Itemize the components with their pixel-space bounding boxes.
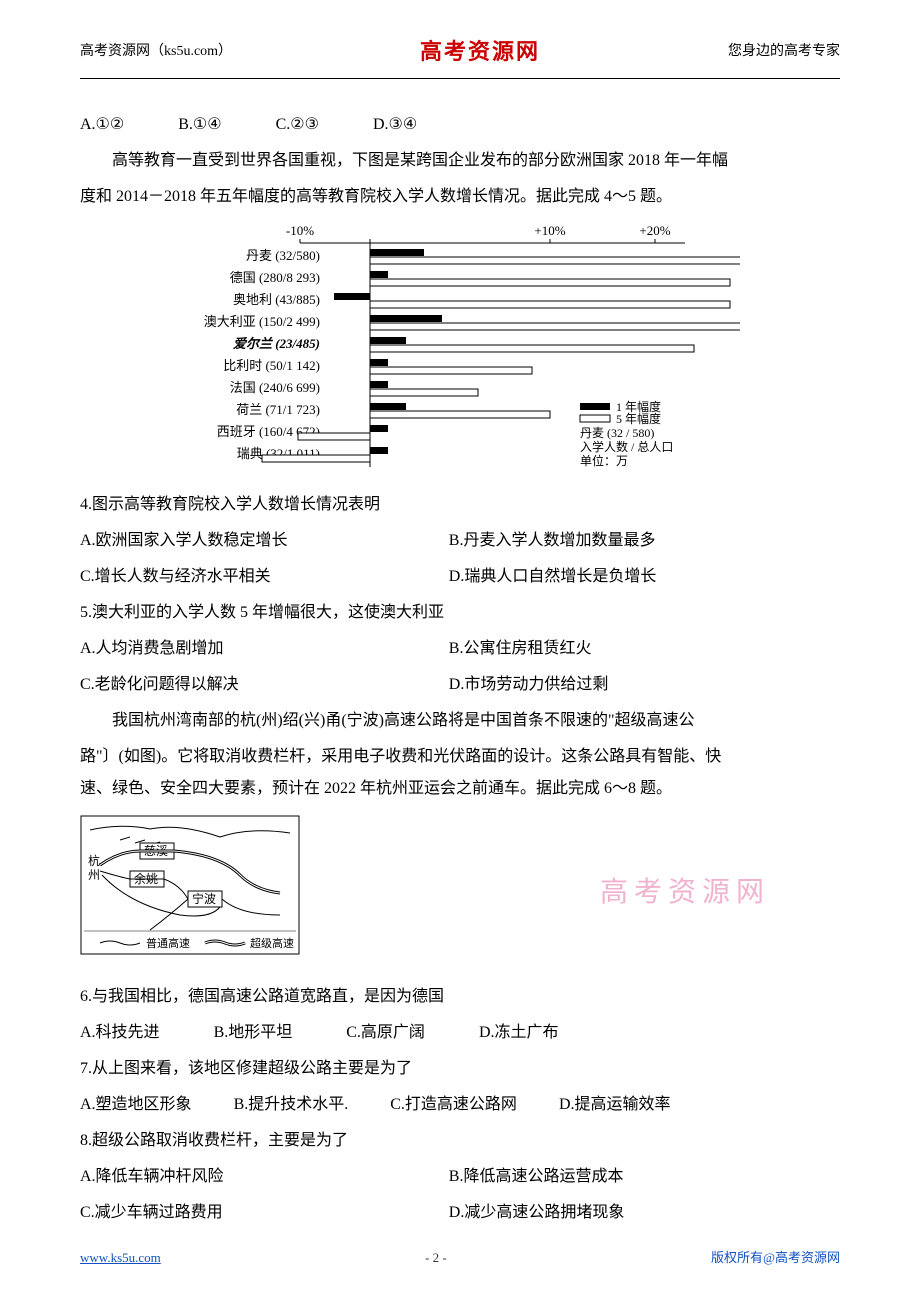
enrollment-chart: -10% +10% +20% 丹麦 (32/580) 德国 (280/8 293) 奥地利… [180,223,740,473]
q5-stem: 5.澳大利亚的入学人数 5 年增幅很大，这使澳大利亚 [80,597,840,629]
q8-opt-a: A.降低车辆冲杆风险 [80,1161,445,1193]
header-left: 高考资源网（ks5u.com） [80,38,232,66]
q8-stem: 8.超级公路取消收费栏杆，主要是为了 [80,1125,840,1157]
svg-text:州: 州 [88,868,100,882]
svg-text:超级高速: 超级高速 [250,936,294,950]
svg-text:5 年幅度: 5 年幅度 [616,411,661,426]
svg-text:-10%: -10% [286,223,314,238]
svg-text:澳大利亚 (150/2 499): 澳大利亚 (150/2 499) [204,314,320,329]
q8-opt-b: B.降低高速公路运营成本 [449,1161,814,1193]
q4-stem: 4.图示高等教育院校入学人数增长情况表明 [80,489,840,521]
q6-stem: 6.与我国相比，德国高速公路道宽路直，是因为德国 [80,981,840,1013]
q3-opt-d: D.③④ [373,109,417,141]
svg-text:荷兰 (71/1 723): 荷兰 (71/1 723) [236,402,320,417]
q6-opt-c: C.高原广阔 [346,1017,425,1049]
q4-opt-a: A.欧洲国家入学人数稳定增长 [80,525,445,557]
q5-opt-c: C.老龄化问题得以解决 [80,669,445,701]
svg-text:丹麦 (32 / 580): 丹麦 (32 / 580) [580,426,654,440]
svg-text:普通高速: 普通高速 [146,936,190,950]
intro2-line3: 速、绿色、安全四大要素，预计在 2022 年杭州亚运会之前通车。据此完成 6～8… [80,773,840,805]
page-footer: www.ks5u.com - 2 - 版权所有@高考资源网 [80,1245,840,1281]
q5-opt-b: B.公寓住房租赁红火 [449,633,814,665]
q6-opt-a: A.科技先进 [80,1017,160,1049]
intro2-line2: 路"〕(如图)。它将取消收费栏杆，采用电子收费和光伏路面的设计。这条公路具有智能… [80,741,840,773]
svg-text:丹麦 (32/580): 丹麦 (32/580) [246,248,320,263]
footer-right: 版权所有@高考资源网 [711,1245,840,1271]
highway-map: 杭州慈溪余姚宁波普通高速超级高速 [80,815,840,967]
q7-opt-a: A.塑造地区形象 [80,1089,192,1121]
q7-opt-b: B.提升技术水平. [234,1089,349,1121]
q7-stem: 7.从上图来看，该地区修建超级公路主要是为了 [80,1053,840,1085]
svg-text:入学人数 / 总人口: 入学人数 / 总人口 [580,439,673,454]
svg-text:比利时 (50/1 142): 比利时 (50/1 142) [223,358,320,373]
q8-opt-c: C.减少车辆过路费用 [80,1197,445,1229]
svg-text:德国 (280/8 293): 德国 (280/8 293) [230,270,320,285]
q7-opt-c: C.打造高速公路网 [390,1089,517,1121]
q4-opt-d: D.瑞典人口自然增长是负增长 [449,561,814,593]
q7-opt-d: D.提高运输效率 [559,1089,671,1121]
intro1-line2: 度和 2014－2018 年五年幅度的高等教育院校入学人数增长情况。据此完成 4… [80,181,840,213]
page-header: 高考资源网（ks5u.com） 高考资源网 您身边的高考专家 [80,30,840,79]
svg-text:杭: 杭 [88,853,100,868]
header-right: 您身边的高考专家 [728,38,840,66]
header-center-logo: 高考资源网 [420,30,540,74]
svg-text:宁波: 宁波 [192,891,216,906]
svg-text:+10%: +10% [534,223,565,238]
q3-opt-c: C.②③ [276,109,319,141]
svg-text:法国 (240/6 699): 法国 (240/6 699) [230,380,320,395]
intro1-line1: 高等教育一直受到世界各国重视，下图是某跨国企业发布的部分欧洲国家 2018 年一… [80,145,840,177]
map-svg: 杭州慈溪余姚宁波普通高速超级高速 [80,815,300,955]
svg-text:奥地利 (43/885): 奥地利 (43/885) [233,292,320,307]
footer-page-number: - 2 - [425,1245,447,1271]
footer-left: www.ks5u.com [80,1245,161,1271]
q4-opt-b: B.丹麦入学人数增加数量最多 [449,525,814,557]
q4-opt-c: C.增长人数与经济水平相关 [80,561,445,593]
q6-opt-d: D.冻土广布 [479,1017,559,1049]
svg-text:+20%: +20% [639,223,670,238]
q5-opt-d: D.市场劳动力供给过剩 [449,669,814,701]
q3-options: A.①② B.①④ C.②③ D.③④ [80,109,840,141]
q3-opt-a: A.①② [80,109,124,141]
q5-opt-a: A.人均消费急剧增加 [80,633,445,665]
intro2-line1: 我国杭州湾南部的杭(州)绍(兴)甬(宁波)高速公路将是中国首条不限速的"超级高速… [80,705,840,737]
q6-opt-b: B.地形平坦 [214,1017,293,1049]
svg-text:爱尔兰 (23/485): 爱尔兰 (23/485) [233,336,320,351]
map-row: 杭州慈溪余姚宁波普通高速超级高速 高考资源网 [80,815,840,967]
svg-text:单位：万: 单位：万 [580,453,628,468]
q3-opt-b: B.①④ [178,109,221,141]
chart-svg: -10% +10% +20% 丹麦 (32/580) 德国 (280/8 293) 奥地利… [180,223,740,473]
q8-opt-d: D.减少高速公路拥堵现象 [449,1197,814,1229]
